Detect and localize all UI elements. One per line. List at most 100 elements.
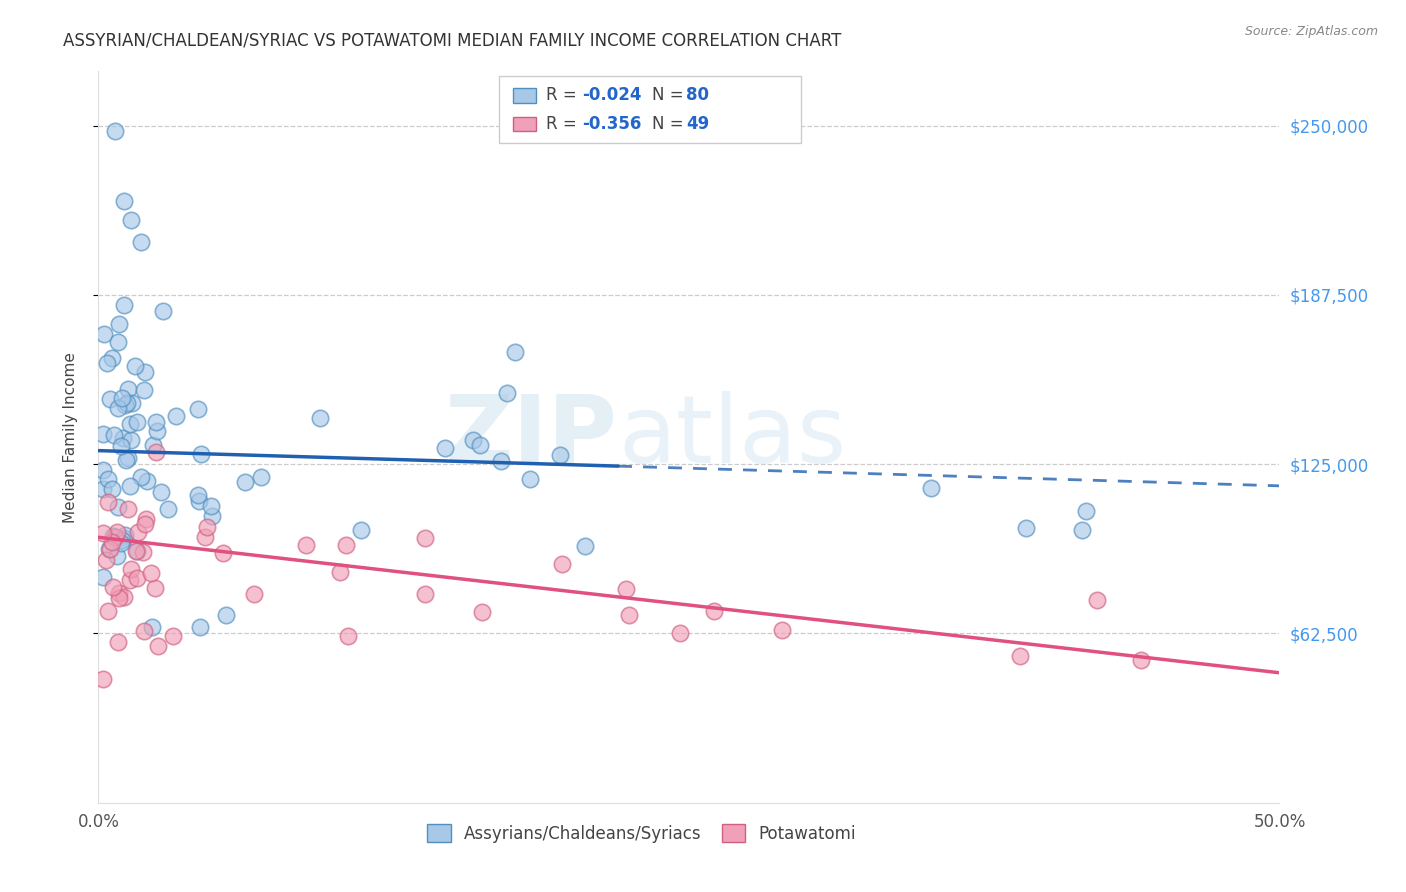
Point: [101, 482, 124, 496]
Point: [491, 453, 513, 467]
Point: [920, 482, 942, 496]
Point: [433, 442, 456, 456]
Point: [91, 672, 114, 686]
Point: [112, 590, 135, 604]
Point: [249, 470, 271, 484]
Point: [98, 542, 121, 557]
Point: [461, 433, 484, 447]
Point: [294, 538, 316, 552]
Point: [108, 317, 131, 331]
Point: [211, 546, 233, 560]
Point: [548, 448, 571, 462]
Point: [145, 415, 167, 429]
Point: [471, 605, 494, 619]
Point: [107, 334, 129, 349]
Point: [107, 500, 129, 514]
Point: [125, 571, 148, 585]
Point: [135, 512, 157, 526]
Point: [117, 383, 139, 397]
Point: [194, 530, 217, 544]
Point: [132, 545, 155, 559]
Text: ZIP: ZIP: [446, 391, 619, 483]
Point: [413, 587, 436, 601]
Point: [145, 444, 167, 458]
Point: [96, 356, 118, 370]
Point: [108, 591, 131, 605]
Point: [91, 570, 114, 584]
Point: [112, 194, 135, 209]
Text: R =: R =: [546, 115, 582, 133]
Text: R =: R =: [546, 87, 582, 104]
Point: [124, 359, 146, 374]
Point: [309, 411, 332, 425]
Point: [1076, 504, 1098, 518]
Point: [149, 485, 172, 500]
Point: [125, 544, 148, 558]
Point: [200, 500, 222, 514]
Point: [135, 474, 157, 488]
Point: [105, 524, 128, 539]
Point: [121, 213, 143, 227]
Point: [93, 327, 115, 342]
Point: [141, 620, 163, 634]
Point: [141, 566, 163, 581]
Point: [335, 538, 357, 552]
Point: [162, 629, 184, 643]
Y-axis label: Median Family Income: Median Family Income: [63, 351, 77, 523]
Text: 49: 49: [686, 115, 710, 133]
Point: [91, 463, 114, 477]
Point: [101, 534, 124, 549]
Point: [101, 580, 124, 594]
Point: [142, 438, 165, 452]
Point: [101, 529, 124, 543]
Point: [146, 639, 169, 653]
Point: [519, 472, 541, 486]
Point: [121, 396, 143, 410]
Point: [201, 508, 224, 523]
Point: [127, 524, 149, 539]
Point: [114, 398, 136, 412]
Point: [117, 501, 139, 516]
Text: N =: N =: [652, 115, 689, 133]
Point: [129, 235, 152, 249]
Point: [190, 620, 212, 634]
Point: [127, 415, 149, 429]
Point: [190, 447, 212, 461]
Point: [117, 451, 139, 466]
Text: ASSYRIAN/CHALDEAN/SYRIAC VS POTAWATOMI MEDIAN FAMILY INCOME CORRELATION CHART: ASSYRIAN/CHALDEAN/SYRIAC VS POTAWATOMI M…: [63, 31, 842, 49]
Point: [617, 608, 640, 623]
Point: [132, 624, 155, 638]
Text: 80: 80: [686, 87, 709, 104]
Point: [1071, 523, 1094, 537]
Point: [1130, 653, 1153, 667]
Point: [91, 483, 114, 497]
Point: [188, 494, 211, 508]
Point: [100, 351, 122, 365]
Point: [118, 417, 141, 431]
Point: [105, 549, 128, 563]
Point: [146, 425, 169, 439]
Point: [120, 433, 142, 447]
Point: [505, 344, 527, 359]
Point: [1015, 521, 1038, 535]
Text: atlas: atlas: [619, 391, 846, 483]
Point: [97, 541, 120, 556]
Point: [215, 608, 238, 623]
Point: [329, 565, 352, 579]
Point: [134, 365, 156, 379]
Point: [187, 488, 209, 502]
Point: [104, 124, 127, 138]
Point: [336, 629, 359, 643]
Point: [574, 539, 596, 553]
Point: [118, 479, 141, 493]
Point: [233, 475, 256, 489]
Point: [468, 438, 491, 452]
Point: [413, 531, 436, 545]
Point: [614, 582, 637, 596]
Point: [770, 624, 793, 638]
Point: [111, 533, 134, 547]
Point: [195, 520, 218, 534]
Point: [104, 530, 127, 544]
Point: [107, 401, 129, 415]
Text: N =: N =: [652, 87, 689, 104]
